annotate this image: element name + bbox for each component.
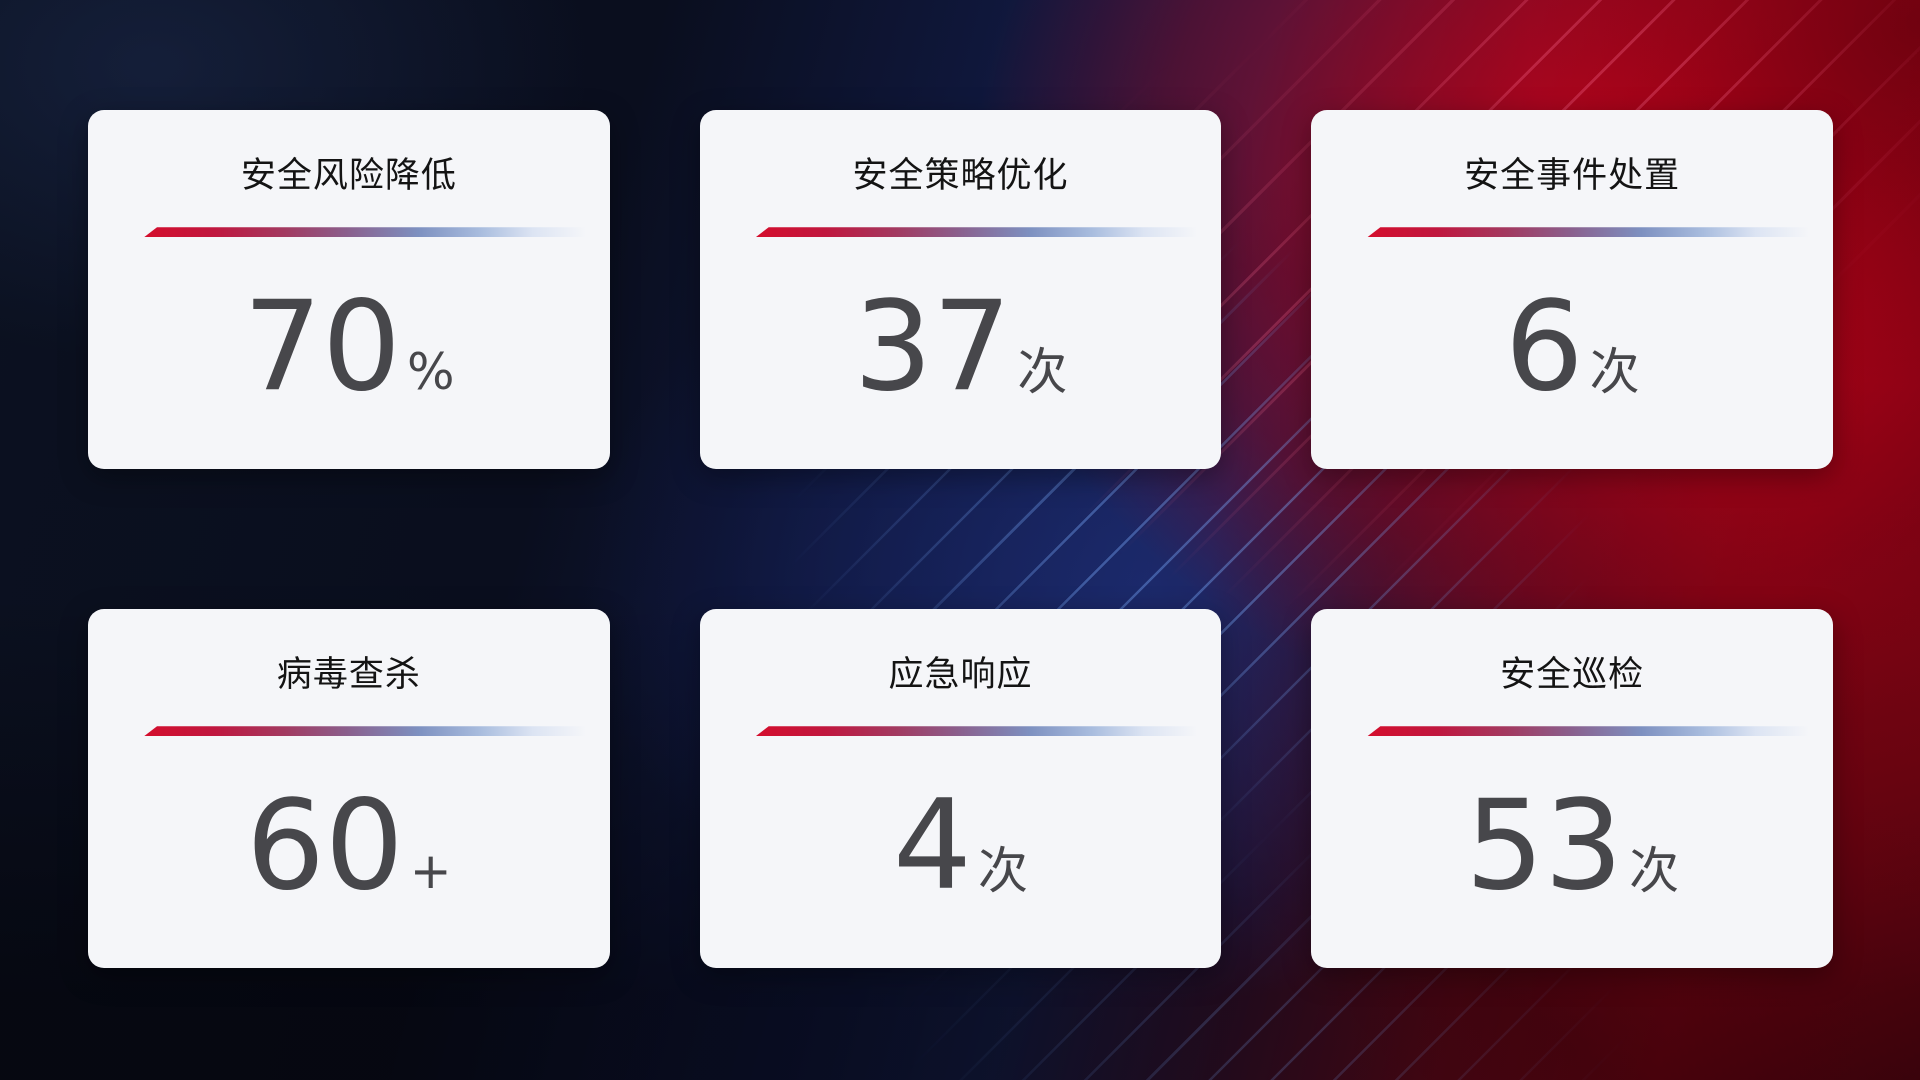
stat-number: 70 bbox=[243, 275, 401, 420]
gradient-divider bbox=[1367, 726, 1809, 737]
stat-number: 4 bbox=[893, 774, 972, 919]
stat-number: 6 bbox=[1504, 275, 1584, 420]
stat-unit: 次 bbox=[1589, 343, 1640, 402]
card-title: 安全巡检 bbox=[1500, 655, 1645, 694]
stat-unit: 次 bbox=[1629, 842, 1680, 901]
stat-card-policy-optimization: 安全策略优化 37 次 bbox=[699, 110, 1222, 469]
stat-card-virus-scan: 病毒查杀 60 + bbox=[88, 609, 610, 968]
card-title: 安全风险降低 bbox=[240, 156, 457, 195]
stat-card-grid: 安全风险降低 70 % 安全策略优化 37 次 安全事件处置 bbox=[88, 110, 1833, 968]
stat-value-row: 53 次 bbox=[1311, 736, 1833, 968]
card-title: 安全策略优化 bbox=[852, 156, 1069, 195]
stat-card-emergency-response: 应急响应 4 次 bbox=[699, 609, 1222, 968]
card-title: 应急响应 bbox=[888, 655, 1033, 694]
stat-value-row: 70 % bbox=[88, 237, 610, 469]
stat-card-security-inspection: 安全巡检 53 次 bbox=[1311, 609, 1833, 968]
stat-number: 37 bbox=[853, 275, 1012, 420]
gradient-divider bbox=[144, 227, 586, 238]
stat-value-row: 37 次 bbox=[700, 237, 1222, 469]
stat-number: 60 bbox=[245, 774, 404, 919]
stat-card-incident-handling: 安全事件处置 6 次 bbox=[1311, 110, 1833, 469]
gradient-divider bbox=[755, 726, 1198, 737]
stat-unit: 次 bbox=[977, 842, 1028, 901]
stat-value-row: 4 次 bbox=[700, 736, 1222, 968]
stat-card-risk-reduction: 安全风险降低 70 % bbox=[88, 110, 610, 469]
gradient-divider bbox=[1367, 227, 1809, 238]
stat-value-row: 6 次 bbox=[1311, 237, 1833, 469]
stat-number: 53 bbox=[1465, 774, 1624, 919]
stat-value-row: 60 + bbox=[88, 736, 610, 968]
card-title: 安全事件处置 bbox=[1464, 156, 1681, 195]
stat-unit: % bbox=[406, 343, 455, 402]
stat-unit: + bbox=[409, 842, 452, 901]
gradient-divider bbox=[755, 227, 1198, 238]
stat-unit: 次 bbox=[1017, 343, 1068, 402]
gradient-divider bbox=[144, 726, 586, 737]
card-title: 病毒查杀 bbox=[276, 655, 421, 694]
